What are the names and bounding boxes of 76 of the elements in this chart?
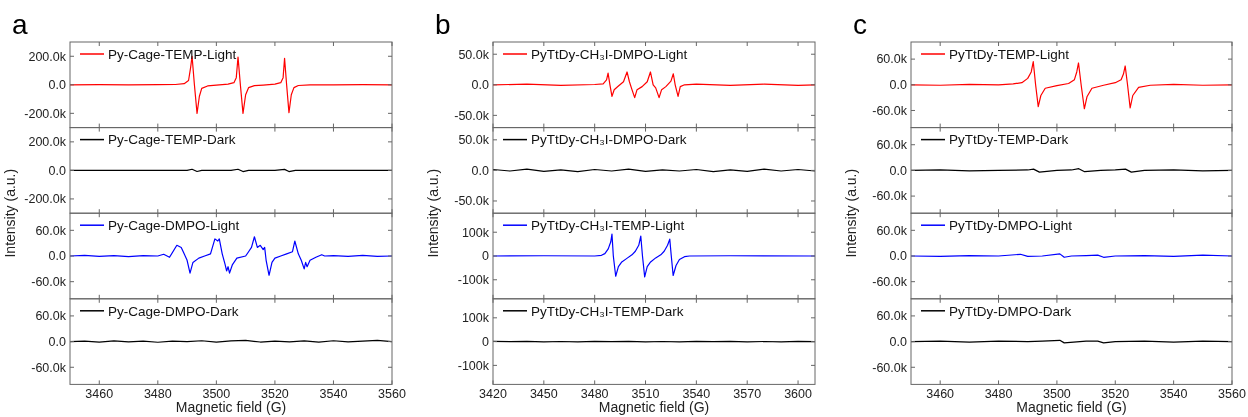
y-tick-label: 0.0 <box>48 78 67 93</box>
y-tick-label: -100k <box>457 358 490 373</box>
x-tick-label: 3450 <box>529 387 558 402</box>
y-tick-label: 100k <box>461 225 490 240</box>
x-tick-label: 3570 <box>733 387 762 402</box>
y-tick-label: 60.0k <box>35 309 67 324</box>
y-tick-label: -60.0k <box>872 189 908 204</box>
y-tick-label: -50.0k <box>454 194 490 209</box>
chart-title: a <box>12 9 28 40</box>
y-tick-label: -60.0k <box>31 275 67 290</box>
x-tick-label: 3520 <box>261 387 289 402</box>
y-tick-label: -200.0k <box>24 192 67 207</box>
legend-label: PyTtDy-CH₃I-TEMP-Dark <box>531 303 684 319</box>
y-tick-label: 0 <box>482 249 490 264</box>
legend-label: PyTtDy-CH₃I-DMPO-Dark <box>531 132 687 148</box>
y-tick-label: 60.0k <box>35 223 67 238</box>
y-tick-label: 0.0 <box>471 163 490 178</box>
y-tick-label: 60.0k <box>876 309 908 324</box>
legend-label: PyTtDy-TEMP-Light <box>949 46 1070 62</box>
x-tick-label: 3540 <box>319 387 348 402</box>
y-tick-label: 0.0 <box>889 334 908 349</box>
legend-label: PyTtDy-DMPO-Dark <box>949 303 1072 319</box>
legend-label: PyTtDy-CH₃I-TEMP-Light <box>531 217 685 233</box>
x-axis-title: Magnetic field (G) <box>598 399 710 416</box>
y-tick-label: 0.0 <box>889 163 908 178</box>
x-tick-label: 3600 <box>784 387 812 402</box>
y-axis-title: Intensity (a.u.) <box>2 168 18 258</box>
x-tick-label: 3480 <box>984 387 1013 402</box>
y-tick-label: -60.0k <box>31 360 67 375</box>
x-tick-label: 3460 <box>926 387 955 402</box>
x-tick-label: 3560 <box>378 387 406 402</box>
y-tick-label: 60.0k <box>876 52 908 67</box>
y-tick-label: 0.0 <box>889 78 908 93</box>
y-tick-label: -100k <box>457 273 490 288</box>
y-tick-label: 50.0k <box>458 47 490 62</box>
x-tick-label: 3520 <box>1101 387 1130 402</box>
x-tick-label: 3480 <box>580 387 609 402</box>
chart-title: c <box>853 9 867 40</box>
y-axis-title: Intensity (a.u.) <box>843 168 859 258</box>
y-tick-label: -60.0k <box>872 360 908 375</box>
y-tick-label: -60.0k <box>872 275 908 290</box>
y-tick-label: 0 <box>482 334 490 349</box>
x-tick-label: 3460 <box>85 387 114 402</box>
legend-label: Py-Cage-TEMP-Light <box>108 46 237 62</box>
legend-label: PyTtDy-DMPO-Light <box>949 217 1073 233</box>
y-axis-title: Intensity (a.u.) <box>425 168 441 258</box>
legend-label: Py-Cage-DMPO-Light <box>108 217 240 233</box>
legend-label: PyTtDy-TEMP-Dark <box>949 132 1069 148</box>
y-tick-label: 100k <box>461 311 490 326</box>
y-tick-label: 200.0k <box>28 49 67 64</box>
y-tick-label: 0.0 <box>48 334 67 349</box>
x-tick-label: 3420 <box>479 387 507 402</box>
x-tick-label: 3480 <box>143 387 172 402</box>
y-tick-label: -50.0k <box>454 108 490 123</box>
x-tick-label: 3540 <box>682 387 711 402</box>
x-tick-label: 3510 <box>631 387 660 402</box>
x-tick-label: 3500 <box>202 387 231 402</box>
y-tick-label: 0.0 <box>48 249 67 264</box>
legend-label: Py-Cage-DMPO-Dark <box>108 303 239 319</box>
chart-title: b <box>435 9 451 40</box>
y-tick-label: -60.0k <box>872 103 908 118</box>
y-tick-label: 50.0k <box>458 133 490 148</box>
y-tick-label: 200.0k <box>28 135 67 150</box>
x-tick-label: 3500 <box>1043 387 1071 402</box>
y-tick-label: 60.0k <box>876 138 908 153</box>
x-axis-title: Magnetic field (G) <box>1016 399 1127 416</box>
y-tick-label: -200.0k <box>24 106 67 121</box>
x-tick-label: 3540 <box>1159 387 1188 402</box>
legend-label: PyTtDy-CH₃I-DMPO-Light <box>531 46 688 62</box>
x-tick-label: 3560 <box>1218 387 1246 402</box>
legend-label: Py-Cage-TEMP-Dark <box>108 132 236 148</box>
x-axis-title: Magnetic field (G) <box>175 399 287 416</box>
y-tick-label: 60.0k <box>876 223 908 238</box>
y-tick-label: 0.0 <box>48 163 67 178</box>
y-tick-label: 0.0 <box>889 249 908 264</box>
y-tick-label: 0.0 <box>471 78 490 93</box>
